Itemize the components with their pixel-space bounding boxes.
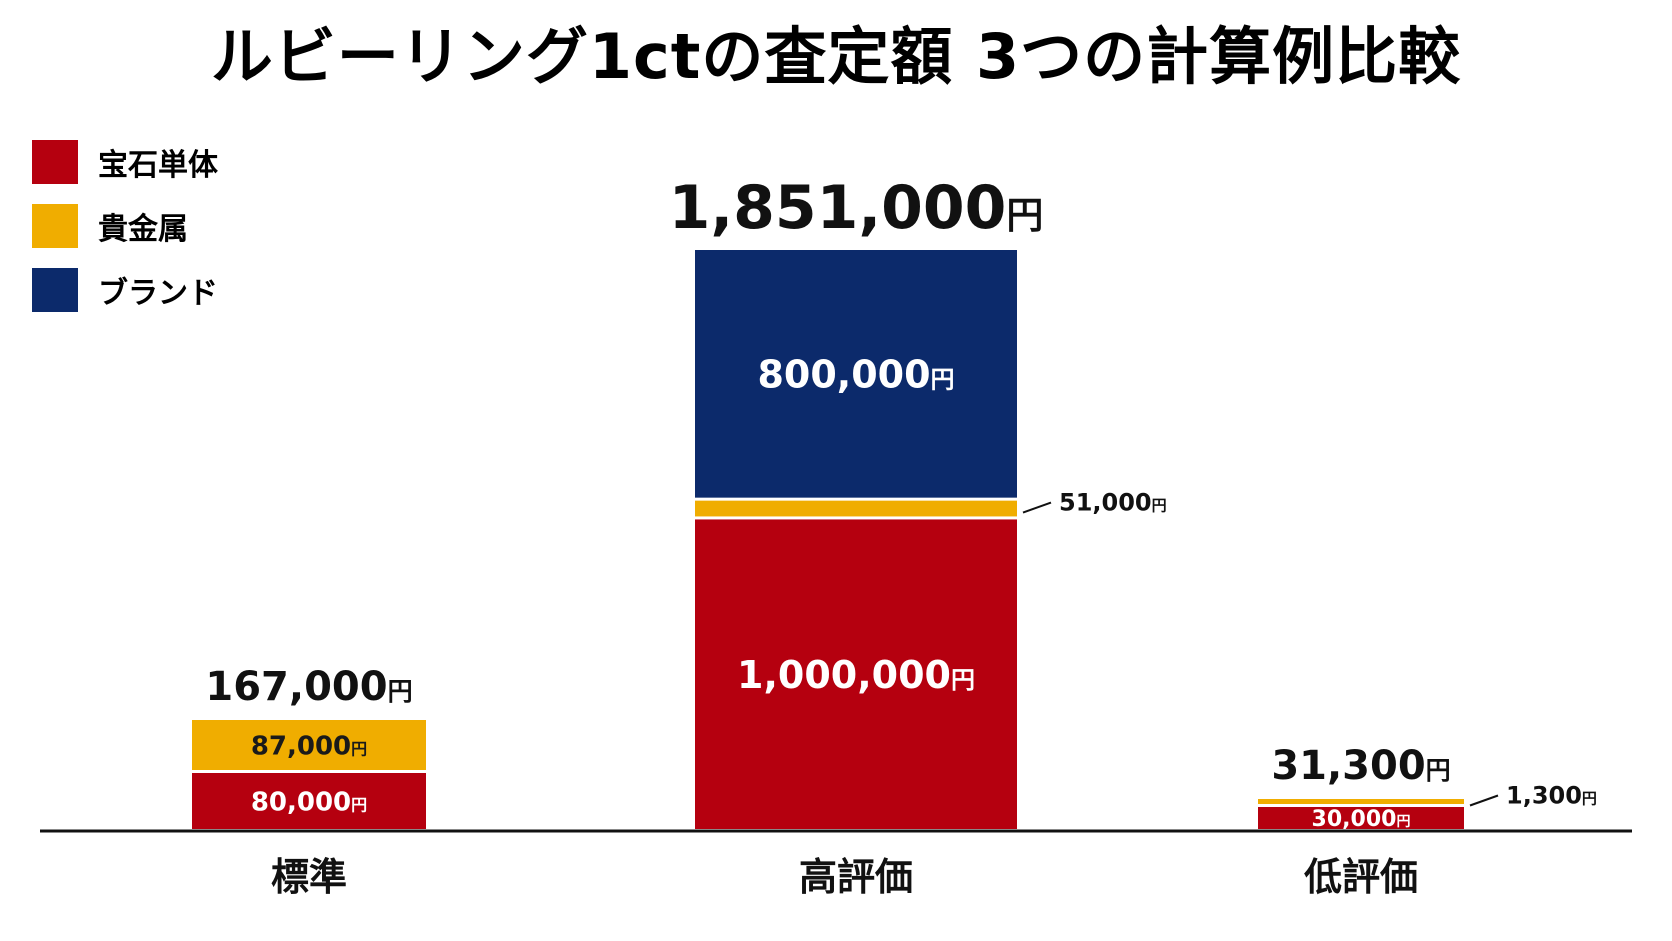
- legend-swatch-gemstone: [32, 140, 78, 184]
- segment-label-brand: 800,000円: [757, 353, 954, 397]
- category-label: 高評価: [799, 855, 913, 899]
- chart-title: ルビーリング1ctの査定額 3つの計算例比較: [211, 20, 1461, 93]
- bar-segment-precious-metal: [695, 500, 1017, 517]
- outside-label-precious-metal: 51,000円: [1059, 489, 1167, 517]
- segment-label-gemstone: 1,000,000円: [737, 653, 975, 697]
- total-label: 31,300円: [1271, 743, 1450, 789]
- legend-swatch-brand: [32, 268, 78, 312]
- legend: 宝石単体 貴金属 ブランド: [32, 140, 219, 312]
- bar-segment-brand: [695, 250, 1017, 498]
- leader-line-precious-metal: [1022, 501, 1052, 514]
- leader-line-precious-metal: [1469, 794, 1499, 807]
- legend-label-brand: ブランド: [98, 276, 218, 311]
- segment-label-precious-metal: 87,000円: [251, 731, 367, 761]
- bar-segment-gemstone: [192, 773, 426, 829]
- bar-segment-gemstone: [1258, 807, 1464, 829]
- segment-label-gemstone: 30,000円: [1312, 807, 1411, 832]
- bar-segment-precious-metal: [192, 720, 426, 770]
- outside-label-precious-metal: 1,300円: [1506, 782, 1597, 810]
- segment-label-gemstone: 80,000円: [251, 787, 367, 817]
- total-label: 167,000円: [205, 664, 412, 710]
- category-label: 標準: [271, 855, 347, 899]
- legend-swatch-precious-metal: [32, 204, 78, 248]
- category-label: 低評価: [1304, 855, 1418, 899]
- legend-label-precious-metal: 貴金属: [98, 212, 188, 247]
- bar-segment-gemstone: [695, 519, 1017, 829]
- bar-segment-precious-metal: [1258, 799, 1464, 804]
- legend-label-gemstone: 宝石単体: [98, 148, 219, 183]
- total-label: 1,851,000円: [669, 173, 1044, 243]
